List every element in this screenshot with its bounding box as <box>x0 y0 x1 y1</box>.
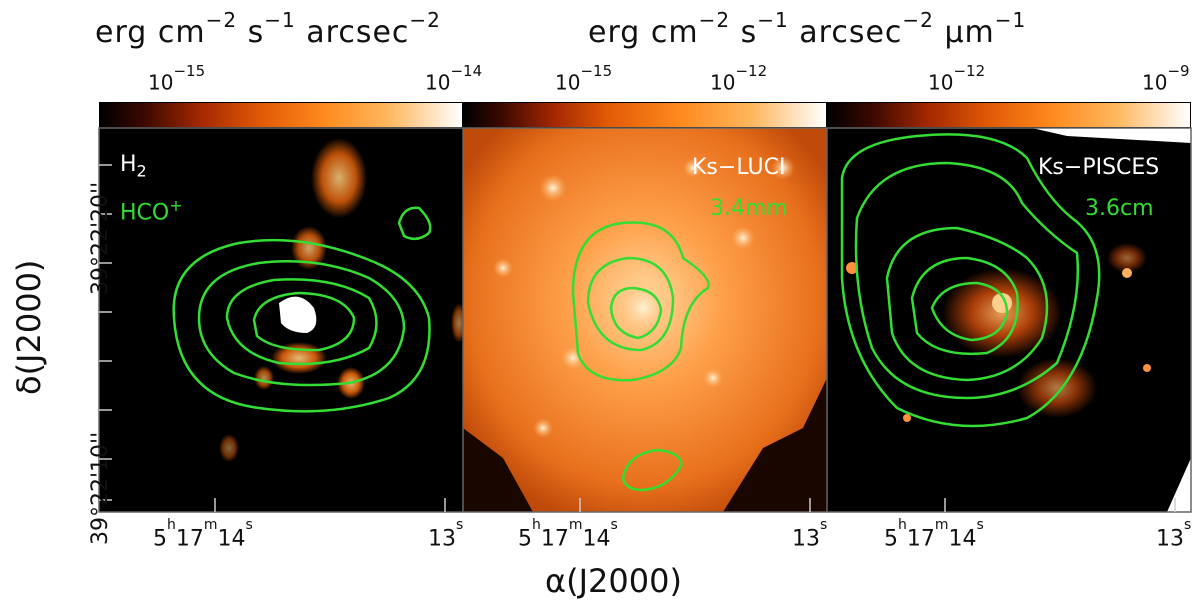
y-axis-label: δ(J2000) <box>10 259 48 395</box>
ra-label-panel-1: 5h17m14s <box>153 517 253 552</box>
panel-2-label-ks-luci: Ks−LUCI <box>692 155 786 180</box>
colorbar-2-tick-high: 10−12 <box>710 62 768 95</box>
dec-label-10: 39°22'10'' <box>88 431 113 545</box>
colorbar-2-tick-low: 10−15 <box>555 62 613 95</box>
ra-label-end-panel-1: 13s <box>428 517 464 552</box>
panel-3-label-3-6cm: 3.6cm <box>1085 196 1154 221</box>
image-panel-ks-luci <box>463 128 827 512</box>
colorbar-3-tick-high: 10−9 <box>1142 62 1190 95</box>
colorbar-3-tick-low: 10−12 <box>928 62 986 95</box>
colorbar-3 <box>827 102 1191 128</box>
dec-label-20: 39°22'20'' <box>88 181 113 295</box>
panel-1-label-hco: HCO+ <box>120 196 183 226</box>
colorbar-1-tick-high: 10−14 <box>425 62 483 95</box>
image-panel-h2 <box>99 128 463 512</box>
x-axis-label: α(J2000) <box>545 562 682 600</box>
panel-2-label-3-4mm: 3.4mm <box>710 196 788 221</box>
ra-label-end-panel-3: 13s <box>1156 517 1192 552</box>
colorbar-unit-left: erg cm−2 s−1 arcsec−2 <box>95 8 441 50</box>
ra-label-panel-2: 5h17m14s <box>518 517 618 552</box>
panel-1-label-h2: H2 <box>120 152 147 181</box>
colorbar-unit-right: erg cm−2 s−1 arcsec−2 μm−1 <box>588 8 1027 50</box>
colorbar-2 <box>463 102 827 128</box>
image-panel-ks-pisces <box>827 128 1191 512</box>
ra-label-panel-3: 5h17m14s <box>884 517 984 552</box>
panel-3-label-ks-pisces: Ks−PISCES <box>1038 155 1160 180</box>
colorbar-1-tick-low: 10−15 <box>148 62 206 95</box>
ra-label-end-panel-2: 13s <box>792 517 828 552</box>
